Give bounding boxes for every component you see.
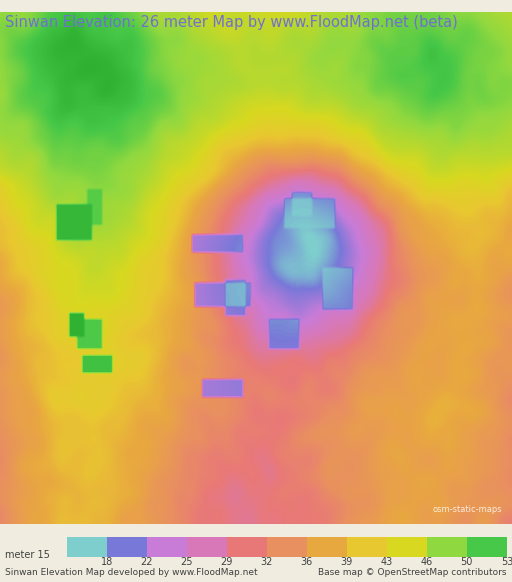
- Bar: [227, 537, 267, 557]
- Bar: [387, 537, 427, 557]
- Text: Sinwan Elevation Map developed by www.FloodMap.net: Sinwan Elevation Map developed by www.Fl…: [5, 569, 258, 577]
- Text: 36: 36: [301, 557, 313, 567]
- Text: 43: 43: [380, 557, 393, 567]
- Text: 50: 50: [461, 557, 473, 567]
- Text: 32: 32: [261, 557, 273, 567]
- Text: 46: 46: [421, 557, 433, 567]
- Bar: [267, 537, 307, 557]
- Text: Base map © OpenStreetMap contributors: Base map © OpenStreetMap contributors: [318, 569, 507, 577]
- Bar: [307, 537, 347, 557]
- Text: meter 15: meter 15: [5, 550, 50, 560]
- Text: 22: 22: [140, 557, 153, 567]
- Bar: [187, 537, 227, 557]
- Text: 39: 39: [340, 557, 353, 567]
- Text: 53: 53: [501, 557, 512, 567]
- Text: Sinwan Elevation: 26 meter Map by www.FloodMap.net (beta): Sinwan Elevation: 26 meter Map by www.Fl…: [5, 15, 458, 30]
- Bar: [347, 537, 387, 557]
- Bar: [427, 537, 467, 557]
- Text: 29: 29: [221, 557, 233, 567]
- Bar: [67, 537, 106, 557]
- Text: 25: 25: [180, 557, 193, 567]
- Bar: [467, 537, 507, 557]
- Text: 18: 18: [100, 557, 113, 567]
- Text: osm-static-maps: osm-static-maps: [432, 505, 502, 513]
- Bar: [106, 537, 146, 557]
- Bar: [146, 537, 187, 557]
